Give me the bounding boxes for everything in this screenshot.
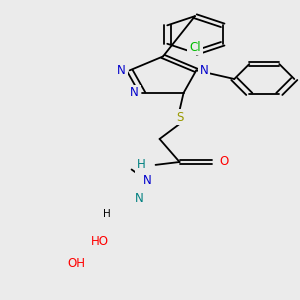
Text: H: H <box>137 158 146 171</box>
Text: HO: HO <box>91 235 109 248</box>
Text: S: S <box>176 111 183 124</box>
Text: Cl: Cl <box>189 41 201 54</box>
Text: H: H <box>103 209 110 219</box>
Text: O: O <box>219 155 228 169</box>
Text: N: N <box>130 86 139 99</box>
Text: N: N <box>117 64 126 77</box>
Text: OH: OH <box>67 256 85 270</box>
Text: N: N <box>143 175 152 188</box>
Text: N: N <box>200 64 209 77</box>
Text: N: N <box>135 192 144 205</box>
